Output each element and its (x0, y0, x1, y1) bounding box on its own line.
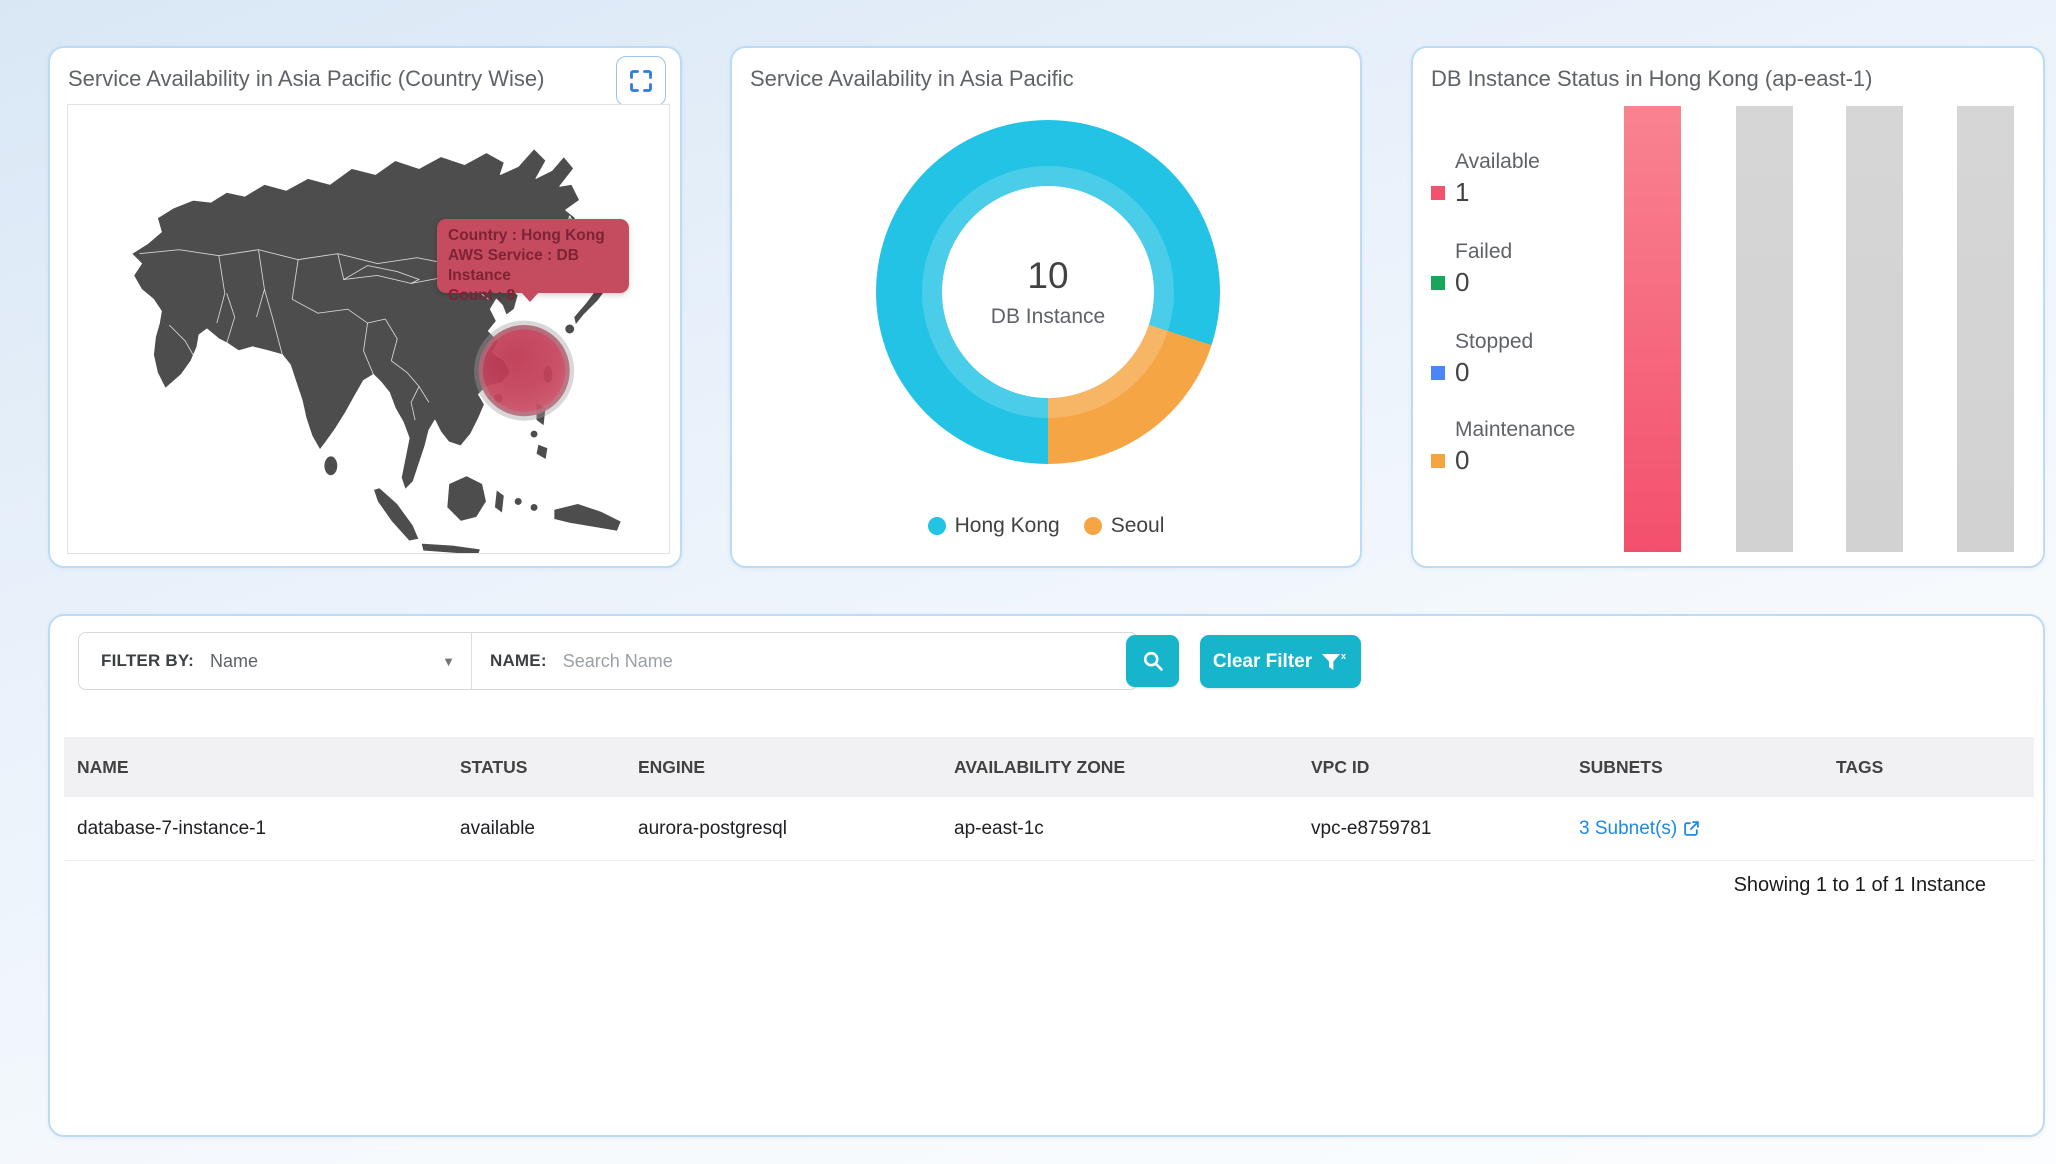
tooltip-country-line: Country : Hong Kong (448, 227, 605, 244)
donut-total-value: 10 (1027, 255, 1069, 296)
column-header-engine: ENGINE (638, 756, 706, 777)
status-legend-item-available[interactable]: Available 1 (1429, 150, 1579, 208)
clear-filter-button[interactable]: Clear Filter x (1200, 635, 1361, 688)
status-value-failed: 0 (1455, 267, 1470, 297)
donut-card-title: Service Availability in Asia Pacific (750, 66, 1074, 91)
expand-button[interactable] (616, 56, 666, 106)
status-label-maintenance: Maintenance (1455, 418, 1576, 441)
map-tooltip: Country : Hong Kong AWS Service : DB Ins… (437, 219, 629, 304)
legend-label-seoul: Seoul (1110, 514, 1165, 537)
search-button[interactable] (1126, 635, 1179, 687)
asia-map-canvas (131, 148, 624, 553)
legend-item-hong-kong[interactable]: Hong Kong (927, 514, 1060, 538)
status-bar-available[interactable] (1624, 106, 1681, 552)
donut-center: 10 DB Instance (942, 186, 1154, 398)
filter-by-label: FILTER BY: (101, 651, 194, 670)
subnets-link[interactable]: 3 Subnet(s) (1579, 818, 1700, 840)
subnets-link-label: 3 Subnet(s) (1579, 817, 1678, 839)
external-link-icon (1684, 821, 1700, 836)
status-legend-item-stopped[interactable]: Stopped 0 (1429, 330, 1579, 388)
pagination-summary: Showing 1 to 1 of 1 Instance (1733, 874, 1986, 896)
filter-divider (470, 632, 472, 690)
status-card: DB Instance Status in Hong Kong (ap-east… (1411, 46, 2045, 568)
filter-clear-icon: x (1322, 651, 1346, 670)
cell-vpc-id: vpc-e8759781 (1311, 817, 1432, 839)
status-label-stopped: Stopped (1455, 330, 1534, 353)
svg-text:x: x (1341, 651, 1346, 661)
table-card: FILTER BY: Name ▼ NAME: Clear Filter x N… (48, 614, 2045, 1137)
clear-filter-label: Clear Filter (1212, 650, 1313, 672)
legend-item-seoul[interactable]: Seoul (1083, 514, 1165, 538)
filter-by-selected-value: Name (209, 650, 258, 671)
search-name-input[interactable] (562, 650, 1137, 672)
table-row[interactable]: database-7-instance-1 available aurora-p… (64, 797, 2034, 861)
tooltip-service-line: AWS Service : DB Instance (448, 247, 579, 284)
column-header-status: STATUS (460, 756, 528, 777)
status-swatch-stopped (1431, 365, 1445, 380)
column-header-name: NAME (77, 756, 129, 777)
status-value-stopped: 0 (1455, 357, 1470, 387)
status-swatch-failed (1431, 275, 1445, 290)
fullscreen-icon (630, 70, 652, 92)
status-bar-stopped[interactable] (1846, 106, 1903, 552)
donut-card: Service Availability in Asia Pacific 10 … (730, 46, 1362, 568)
legend-label-hong-kong: Hong Kong (954, 514, 1060, 537)
filter-bar: FILTER BY: Name ▼ NAME: (78, 632, 1138, 690)
map-card: Service Availability in Asia Pacific (Co… (48, 46, 682, 568)
donut-legend: Hong Kong Seoul (732, 514, 1360, 538)
status-swatch-maintenance (1431, 453, 1445, 468)
status-label-available: Available (1455, 150, 1540, 173)
status-legend-item-failed[interactable]: Failed 0 (1429, 240, 1579, 298)
cell-status: available (460, 817, 535, 839)
column-header-tags: TAGS (1836, 756, 1884, 777)
status-bar-failed[interactable] (1736, 106, 1793, 552)
status-value-maintenance: 0 (1455, 445, 1470, 475)
status-label-failed: Failed (1455, 240, 1513, 263)
tooltip-count-line: Count : 8 (448, 287, 516, 304)
status-value-available: 1 (1455, 177, 1470, 207)
donut-chart[interactable]: 10 DB Instance (876, 120, 1220, 464)
status-swatch-available (1431, 185, 1445, 200)
search-icon (1143, 651, 1163, 671)
status-bar-maintenance[interactable] (1957, 106, 2014, 552)
cell-name: database-7-instance-1 (77, 817, 267, 839)
legend-dot-hong-kong (927, 517, 946, 535)
chevron-down-icon: ▼ (442, 653, 455, 669)
map-card-title: Service Availability in Asia Pacific (Co… (68, 66, 545, 91)
table-header-row: NAME STATUS ENGINE AVAILABILITY ZONE VPC… (64, 737, 2034, 797)
filter-by-dropdown[interactable]: Name ▼ (210, 651, 455, 672)
map-bubble-hong-kong[interactable] (474, 320, 575, 421)
cell-engine: aurora-postgresql (638, 817, 787, 839)
status-card-title: DB Instance Status in Hong Kong (ap-east… (1431, 66, 1873, 91)
column-header-subnets: SUBNETS (1579, 756, 1663, 777)
donut-total-label: DB Instance (990, 305, 1106, 328)
column-header-availability-zone: AVAILABILITY ZONE (954, 756, 1126, 777)
column-header-vpc-id: VPC ID (1311, 756, 1370, 777)
legend-dot-seoul (1083, 517, 1102, 535)
cell-availability-zone: ap-east-1c (954, 817, 1044, 839)
status-legend-item-maintenance[interactable]: Maintenance 0 (1429, 418, 1579, 476)
asia-map[interactable]: Country : Hong Kong AWS Service : DB Ins… (67, 104, 670, 554)
name-filter-label: NAME: (489, 651, 547, 670)
